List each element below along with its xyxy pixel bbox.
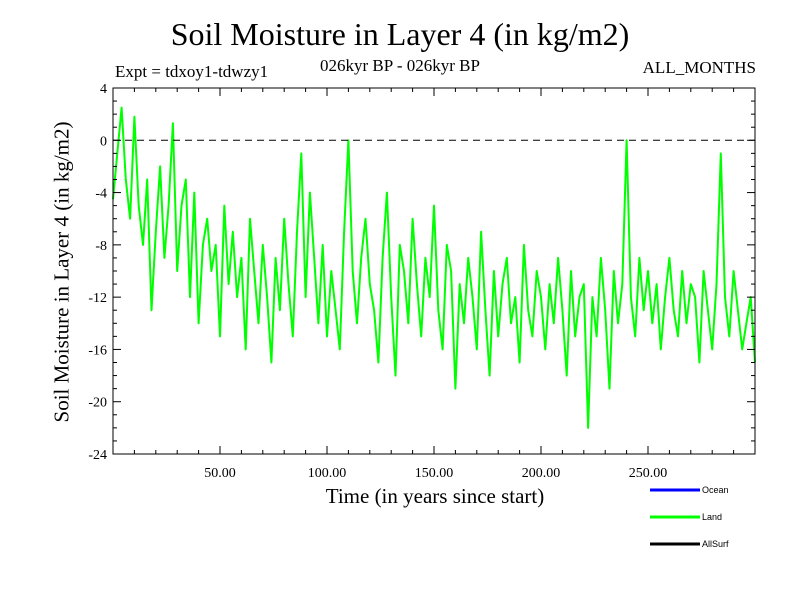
x-tick-label: 150.00 <box>415 466 454 481</box>
y-tick-label: -12 <box>88 291 107 306</box>
y-tick-label: -24 <box>88 448 107 463</box>
x-tick-label: 200.00 <box>522 466 561 481</box>
legend-label-land: Land <box>702 512 722 522</box>
chart-title: Soil Moisture in Layer 4 (in kg/m2) <box>170 16 630 52</box>
months-label: ALL_MONTHS <box>642 58 756 77</box>
y-tick-label: -4 <box>95 187 107 202</box>
x-tick-label: 50.00 <box>204 466 236 481</box>
y-tick-label: -8 <box>95 239 107 254</box>
x-axis-label: Time (in years since start) <box>325 484 545 508</box>
experiment-label: Expt = tdxoy1-tdwzy1 <box>115 62 269 81</box>
legend-label-ocean: Ocean <box>702 485 729 495</box>
x-tick-label: 250.00 <box>629 466 668 481</box>
x-tick-label: 100.00 <box>308 466 347 481</box>
legend-label-allsurf: AllSurf <box>702 539 729 549</box>
y-tick-label: 0 <box>100 134 107 149</box>
period-label: 026kyr BP - 026kyr BP <box>320 56 480 75</box>
series-line-land <box>112 106 756 429</box>
plot-frame <box>112 87 756 455</box>
y-tick-label: 4 <box>100 82 107 97</box>
y-tick-label: -20 <box>88 396 107 411</box>
y-tick-label: -16 <box>88 343 107 358</box>
